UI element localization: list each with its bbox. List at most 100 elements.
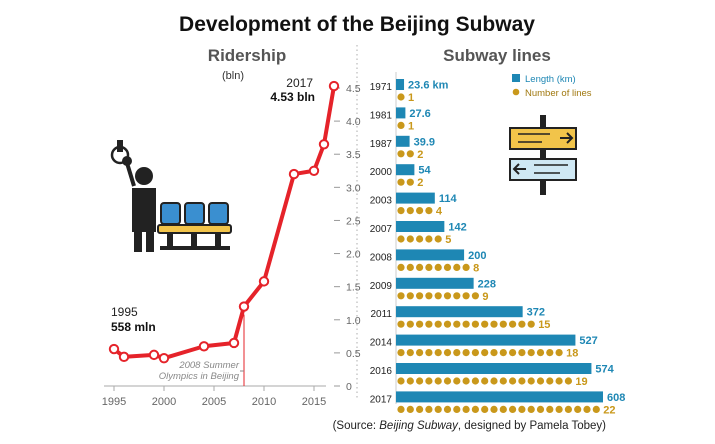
- year-label: 2007: [370, 224, 393, 235]
- line-count-dot: [416, 320, 424, 328]
- lines-value-label: 9: [482, 291, 488, 303]
- line-count-dot: [397, 235, 405, 243]
- length-bar: [396, 192, 435, 204]
- line-count-dot: [443, 263, 452, 271]
- line-count-dot: [434, 405, 442, 413]
- lines-value-label: 22: [603, 404, 615, 416]
- line-count-dot: [471, 292, 479, 300]
- line-count-dot: [397, 377, 405, 385]
- length-bar: [396, 107, 406, 119]
- line-count-dot: [397, 178, 405, 186]
- length-bar: [396, 164, 415, 176]
- length-bar: [396, 221, 445, 232]
- ridership-point: [328, 80, 340, 92]
- line-count-dot: [574, 405, 582, 413]
- line-count-dot: [397, 405, 405, 413]
- line-count-dot: [564, 405, 573, 413]
- length-value-label: 54: [418, 165, 431, 177]
- line-count-dot: [499, 349, 507, 357]
- line-count-dot: [508, 349, 517, 357]
- line-count-dot: [425, 207, 433, 215]
- line-count-dot: [443, 349, 452, 357]
- end-year-label: 2017: [286, 76, 313, 90]
- ridership-point: [258, 276, 270, 287]
- year-label: 2003: [370, 196, 393, 207]
- lines-value-label: 4: [436, 206, 443, 218]
- line-count-dot: [583, 405, 591, 413]
- length-value-label: 527: [579, 335, 597, 347]
- lines-value-label: 1: [408, 92, 414, 104]
- length-value-label: 23.6 km: [408, 80, 449, 92]
- line-count-dot: [471, 349, 479, 357]
- y-tick-label: 0.5: [346, 348, 361, 360]
- year-label: 2008: [370, 252, 393, 263]
- main-title: Development of the Beijing Subway: [179, 13, 535, 36]
- line-count-dot: [555, 405, 563, 413]
- length-bar: [396, 135, 410, 147]
- line-count-dot: [397, 93, 405, 101]
- x-tick-label: 2005: [202, 396, 226, 408]
- line-count-dot: [518, 349, 526, 357]
- line-count-dot: [406, 377, 414, 385]
- lines-value-label: 18: [566, 348, 578, 360]
- line-count-dot: [546, 377, 554, 385]
- ridership-point: [198, 341, 210, 352]
- line-count-dot: [434, 292, 442, 300]
- line-count-dot: [508, 377, 517, 385]
- line-count-dot: [434, 349, 442, 357]
- line-count-dot: [471, 377, 479, 385]
- line-count-dot: [397, 121, 405, 129]
- legend-lines-label: Number of lines: [525, 88, 592, 99]
- line-count-dot: [434, 320, 442, 328]
- x-tick-label: 2015: [302, 396, 326, 408]
- line-count-dot: [406, 235, 414, 243]
- line-count-dot: [490, 349, 498, 357]
- line-count-dot: [499, 377, 507, 385]
- line-count-dot: [425, 292, 433, 300]
- line-count-dot: [416, 405, 424, 413]
- ridership-point: [228, 337, 240, 349]
- line-count-dot: [406, 263, 414, 271]
- y-tick-label: 1.5: [346, 282, 361, 294]
- line-count-dot: [462, 349, 470, 357]
- subway-lines-title: Subway lines: [443, 46, 551, 65]
- line-count-dot: [453, 349, 461, 357]
- line-count-dot: [425, 349, 433, 357]
- line-count-dot: [416, 207, 424, 215]
- line-count-dot: [499, 320, 507, 328]
- line-count-dot: [406, 150, 414, 158]
- legend-lines-swatch: [512, 88, 520, 96]
- line-count-dot: [462, 320, 470, 328]
- ridership-unit: (bln): [222, 70, 244, 82]
- y-tick-label: 3.0: [346, 182, 361, 194]
- year-label: 1971: [370, 82, 393, 93]
- line-count-dot: [406, 207, 414, 215]
- event-label-line1: 2008 Summer: [178, 360, 240, 371]
- line-count-dot: [564, 377, 573, 385]
- legend-length-label: Length (km): [525, 74, 576, 85]
- x-tick-label: 2000: [152, 396, 176, 408]
- ridership-point: [118, 351, 130, 363]
- line-count-dot: [471, 405, 479, 413]
- length-bar: [396, 277, 474, 289]
- length-value-label: 608: [607, 392, 625, 404]
- length-value-label: 574: [595, 364, 614, 376]
- event-label-line2: Olympics in Beijing: [159, 371, 240, 382]
- subway-lines-panel: Subway lines Length (km) Number of lines…: [370, 46, 626, 416]
- line-count-dot: [462, 263, 470, 271]
- line-count-dot: [453, 292, 461, 300]
- y-tick-label: 4.5: [346, 83, 361, 95]
- length-bar: [396, 334, 576, 346]
- length-value-label: 39.9: [414, 136, 435, 148]
- direction-sign-icon: [509, 115, 577, 195]
- year-label: 2017: [370, 394, 393, 405]
- line-count-dot: [416, 292, 424, 300]
- end-value-label: 4.53 bln: [270, 90, 315, 104]
- year-label: 2009: [370, 281, 393, 292]
- line-count-dot: [527, 405, 535, 413]
- y-tick-label: 2.5: [346, 215, 361, 227]
- line-count-dot: [425, 377, 433, 385]
- ridership-title: Ridership: [208, 46, 286, 65]
- line-count-dot: [397, 207, 405, 215]
